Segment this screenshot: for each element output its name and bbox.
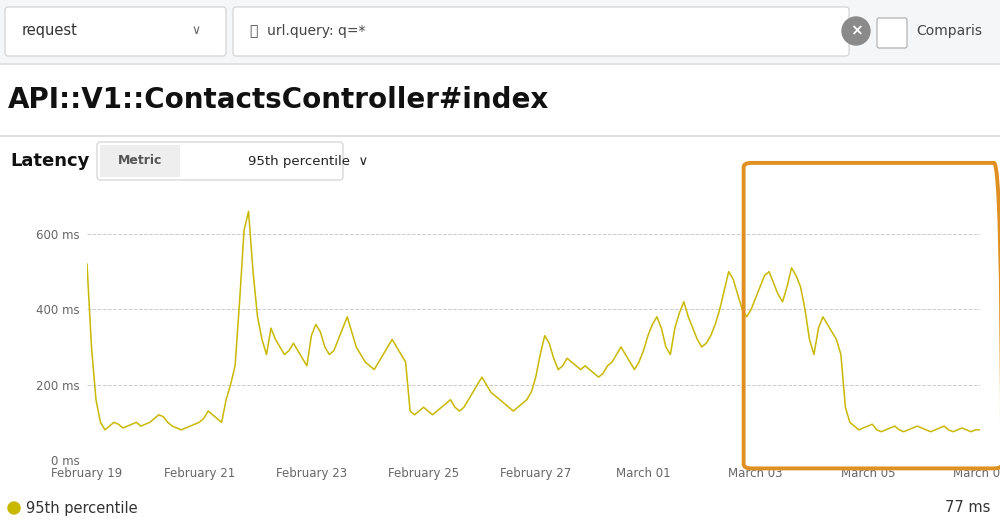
FancyBboxPatch shape — [100, 145, 180, 177]
FancyBboxPatch shape — [5, 7, 226, 56]
Text: ×: × — [850, 24, 862, 38]
Text: Comparis: Comparis — [916, 24, 982, 38]
Text: 95th percentile: 95th percentile — [26, 501, 138, 515]
FancyBboxPatch shape — [97, 142, 343, 180]
Text: request: request — [22, 24, 78, 38]
FancyBboxPatch shape — [877, 18, 907, 48]
Text: API::V1::ContactsController#index: API::V1::ContactsController#index — [8, 86, 549, 114]
Circle shape — [842, 17, 870, 45]
Circle shape — [8, 502, 20, 514]
Text: Metric: Metric — [118, 155, 162, 167]
Text: 95th percentile  ∨: 95th percentile ∨ — [248, 155, 368, 167]
Text: ∨: ∨ — [191, 25, 201, 37]
Text: Ⓜ  url.query: q=*: Ⓜ url.query: q=* — [250, 24, 366, 38]
Text: 77 ms: 77 ms — [945, 501, 990, 515]
Text: Latency: Latency — [10, 152, 89, 170]
FancyBboxPatch shape — [233, 7, 849, 56]
